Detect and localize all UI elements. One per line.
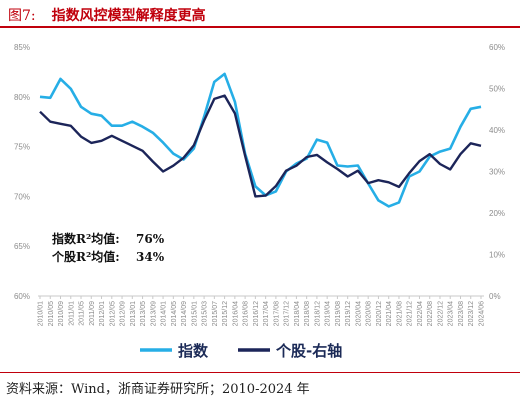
x-tick-label: 2021/04 — [386, 301, 393, 326]
legend: 指数 个股-右轴 — [140, 342, 342, 360]
right-tick-label: 40% — [489, 126, 505, 135]
series-line-index — [39, 72, 482, 208]
x-tick-label: 2018/12 — [314, 301, 321, 326]
left-axis-ticks: 85% 80% 75% 70% 65% 60% — [14, 43, 30, 301]
x-tick-label: 2019/08 — [335, 301, 342, 326]
annotation-index-value: 76% — [136, 232, 165, 246]
x-tick-label: 2015/12 — [222, 301, 229, 326]
legend-label-stock: 个股-右轴 — [275, 342, 342, 360]
x-tick-label: 2013/05 — [140, 301, 147, 326]
x-tick-label: 2022/04 — [417, 301, 424, 326]
x-tick-label: 2010/09 — [58, 301, 65, 326]
right-axis-ticks: 60% 50% 40% 30% 20% 10% 0% — [489, 43, 505, 301]
x-tick-label: 2017/08 — [273, 301, 280, 326]
x-axis-ticks: 2010/01 2010/05 2010/09 2011/01 2011/05 2011/… — [38, 296, 486, 326]
x-tick-label: 2022/08 — [427, 301, 434, 326]
x-tick-label: 2020/04 — [355, 301, 362, 326]
annotation-box: 指数R²均值: 76% 个股R²均值: 34% — [51, 231, 165, 264]
right-tick-label: 0% — [489, 292, 501, 301]
x-tick-label: 2012/09 — [120, 301, 127, 326]
x-tick-label: 2020/08 — [366, 301, 373, 326]
x-tick-label: 2015/01 — [191, 301, 198, 326]
figure-title: 图7: 指数风控模型解释度更高 — [8, 5, 206, 25]
series-line-stock-right-axis — [39, 94, 482, 198]
left-tick-label: 70% — [14, 192, 30, 201]
left-tick-label: 65% — [14, 242, 30, 251]
annotation-stock-label: 个股R²均值: — [51, 249, 120, 264]
left-tick-label: 75% — [14, 143, 30, 152]
x-tick-label: 2011/05 — [79, 301, 86, 326]
r-squared-line-chart: 85%80%75%70%65%60% 60%50%40%30%20%10%0% … — [14, 43, 505, 360]
x-tick-label: 2016/08 — [243, 301, 250, 326]
x-tick-label: 2018/04 — [294, 301, 301, 326]
x-tick-label: 2016/12 — [253, 301, 260, 326]
right-tick-label: 20% — [489, 209, 505, 218]
right-tick-label: 10% — [489, 251, 505, 260]
x-tick-label: 2015/03 — [202, 301, 209, 326]
x-tick-label: 2012/01 — [99, 301, 106, 326]
x-tick-label: 2016/04 — [232, 301, 239, 326]
x-tick-label: 2014/09 — [181, 301, 188, 326]
x-tick-label: 2023/08 — [458, 301, 465, 326]
x-tick-label: 2012/05 — [109, 301, 116, 326]
x-tick-label: 2021/08 — [396, 301, 403, 326]
x-tick-label: 2014/01 — [161, 301, 168, 326]
left-tick-label: 85% — [14, 43, 30, 52]
annotation-index-label: 指数R²均值: — [52, 231, 120, 246]
right-tick-label: 60% — [489, 43, 505, 52]
x-tick-label: 2013/09 — [150, 301, 157, 326]
title-rule — [0, 26, 520, 28]
x-tick-label: 2011/09 — [89, 301, 96, 326]
legend-label-index: 指数 — [178, 342, 209, 360]
annotation-stock-value: 34% — [136, 250, 165, 264]
x-tick-label: 2023/12 — [468, 301, 475, 326]
x-tick-label: 2017/04 — [263, 301, 270, 326]
x-tick-label: 2015/07 — [212, 301, 219, 326]
right-tick-label: 30% — [489, 168, 505, 177]
x-tick-label: 2013/01 — [130, 301, 137, 326]
x-tick-label: 2017/12 — [284, 301, 291, 326]
x-tick-label: 2021/12 — [407, 301, 414, 326]
x-tick-label: 2023/04 — [448, 301, 455, 326]
x-tick-label: 2010/05 — [48, 301, 55, 326]
x-tick-label: 2024/06 — [479, 301, 486, 326]
x-tick-label: 2019/04 — [325, 301, 332, 326]
left-tick-label: 80% — [14, 93, 30, 102]
x-tick-label: 2019/12 — [345, 301, 352, 326]
x-tick-label: 2014/05 — [171, 301, 178, 326]
figure-title-text: 指数风控模型解释度更高 — [51, 8, 206, 24]
x-tick-label: 2010/01 — [38, 301, 45, 326]
x-tick-label: 2018/08 — [304, 301, 311, 326]
x-tick-label: 2022/12 — [437, 301, 444, 326]
left-tick-label: 60% — [14, 292, 30, 301]
x-tick-label: 2011/01 — [68, 301, 75, 326]
right-tick-label: 50% — [489, 85, 505, 94]
figure-number: 图7: — [8, 8, 36, 24]
source-rule — [0, 372, 520, 373]
source-note: 资料来源：Wind，浙商证券研究所；2010-2024 年 — [6, 382, 310, 397]
x-tick-label: 2020/12 — [376, 301, 383, 326]
